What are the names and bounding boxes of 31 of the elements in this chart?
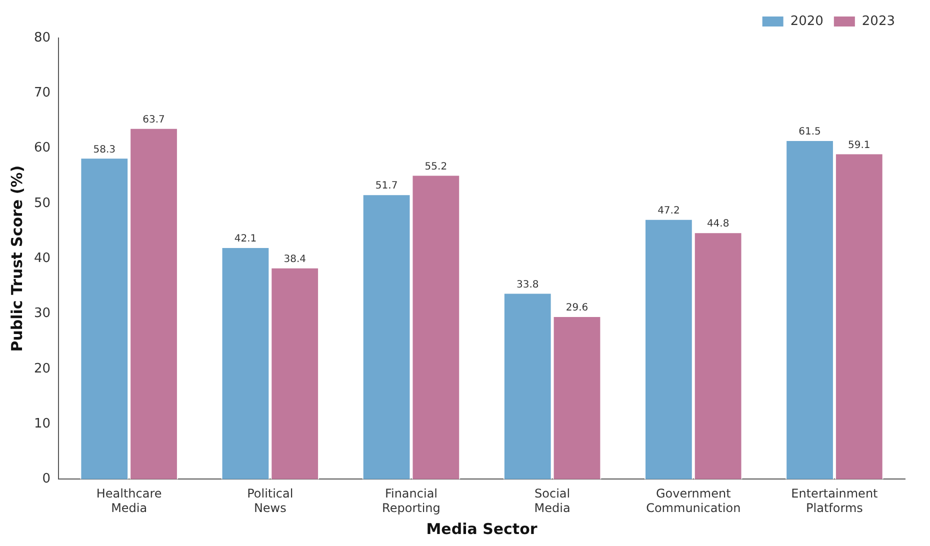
y-tick-label: 50 [34,196,51,211]
data-label: 33.8 [516,279,539,290]
data-label: 61.5 [798,126,821,138]
data-label: 63.7 [142,114,165,126]
y-axis-title: Public Trust Score (%) [8,165,26,352]
data-label: 58.3 [93,144,116,156]
x-tick-label: Financial Reporting [382,486,440,515]
y-tick-label: 20 [34,361,51,376]
y-tick-label: 60 [34,140,51,156]
data-label: 42.1 [234,234,257,245]
y-tick-label: 30 [34,306,51,322]
y-tick-label: 0 [42,472,51,487]
y-tick-label: 70 [34,86,51,101]
x-tick-label: Healthcare Media [96,486,162,515]
data-label: 55.2 [424,161,448,172]
data-label: 44.8 [706,218,730,230]
data-label: 59.1 [848,140,870,151]
y-tick-label: 40 [34,250,51,266]
x-tick-label: Government Communication [646,486,741,515]
x-tick-label: Social Media [534,486,570,515]
data-label: 47.2 [658,205,680,216]
x-axis-title: Media Sector [426,520,538,538]
legend-label: 2020 [790,14,824,29]
legend-label: 2023 [862,14,896,29]
x-tick-label: Entertainment Platforms [791,486,878,515]
y-tick-label: 80 [34,30,51,46]
y-tick-label: 10 [34,416,51,432]
x-tick-label: Political News [247,486,294,515]
data-label: 51.7 [375,180,398,192]
data-label: 29.6 [566,302,588,314]
data-label: 38.4 [284,254,306,266]
